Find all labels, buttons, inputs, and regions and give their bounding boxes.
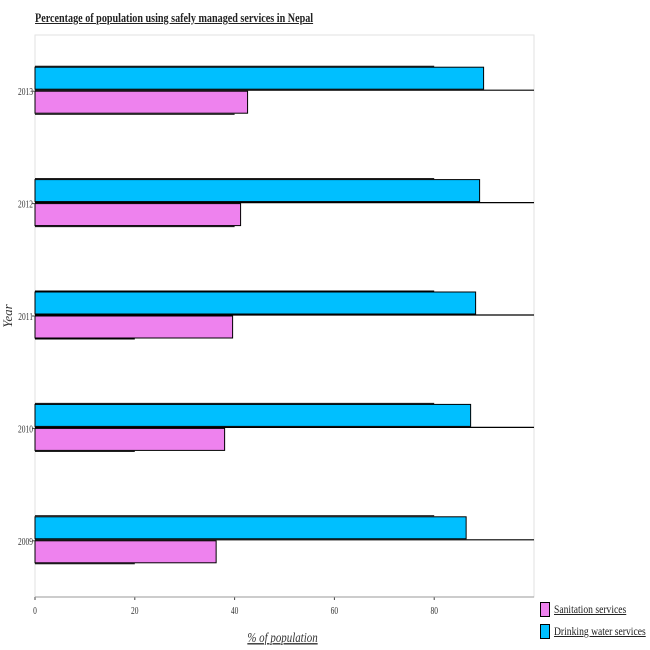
legend-swatch-sanitation — [540, 601, 550, 617]
legend-item-drinking-water[interactable]: Drinking water services — [540, 620, 650, 642]
chart-title: Percentage of population using safely ma… — [35, 10, 314, 25]
bars — [34, 65, 534, 565]
bar-drinking-water-2009 — [34, 516, 467, 540]
axes: 0 20 40 60 80 % of population Year 2009 2010 2011… — [0, 86, 534, 645]
bar-sanitation-2010 — [34, 427, 226, 451]
y-tick-label: 2012 — [18, 199, 33, 210]
bar-drinking-water-2011 — [34, 291, 477, 315]
y-axis-label: Year — [0, 303, 15, 327]
x-tick-label: 20 — [131, 605, 139, 616]
legend: Sanitation services Drinking water servi… — [540, 598, 650, 642]
bar-sanitation-2009 — [34, 540, 217, 564]
y-tick-label: 2011 — [18, 311, 33, 322]
x-axis-label: % of population — [247, 630, 317, 646]
legend-label-sanitation: Sanitation services — [554, 601, 627, 616]
y-tick-label: 2009 — [18, 536, 33, 547]
legend-swatch-drinking-water — [540, 623, 550, 639]
bar-sanitation-2013 — [34, 90, 249, 114]
bar-sanitation-2012 — [34, 203, 242, 227]
legend-label-drinking-water: Drinking water services — [554, 623, 646, 638]
bar-drinking-water-2010 — [34, 403, 472, 427]
y-tick-label: 2010 — [18, 423, 33, 434]
y-tick-label: 2013 — [18, 86, 33, 97]
x-tick-label: 60 — [331, 605, 339, 616]
bar-drinking-water-2013 — [34, 66, 485, 90]
x-tick-label: 40 — [231, 605, 239, 616]
bar-drinking-water-2012 — [34, 179, 481, 203]
x-tick-label: 80 — [430, 605, 438, 616]
x-tick-label: 0 — [33, 605, 37, 616]
bar-sanitation-2011 — [34, 315, 234, 339]
legend-item-sanitation[interactable]: Sanitation services — [540, 598, 650, 620]
